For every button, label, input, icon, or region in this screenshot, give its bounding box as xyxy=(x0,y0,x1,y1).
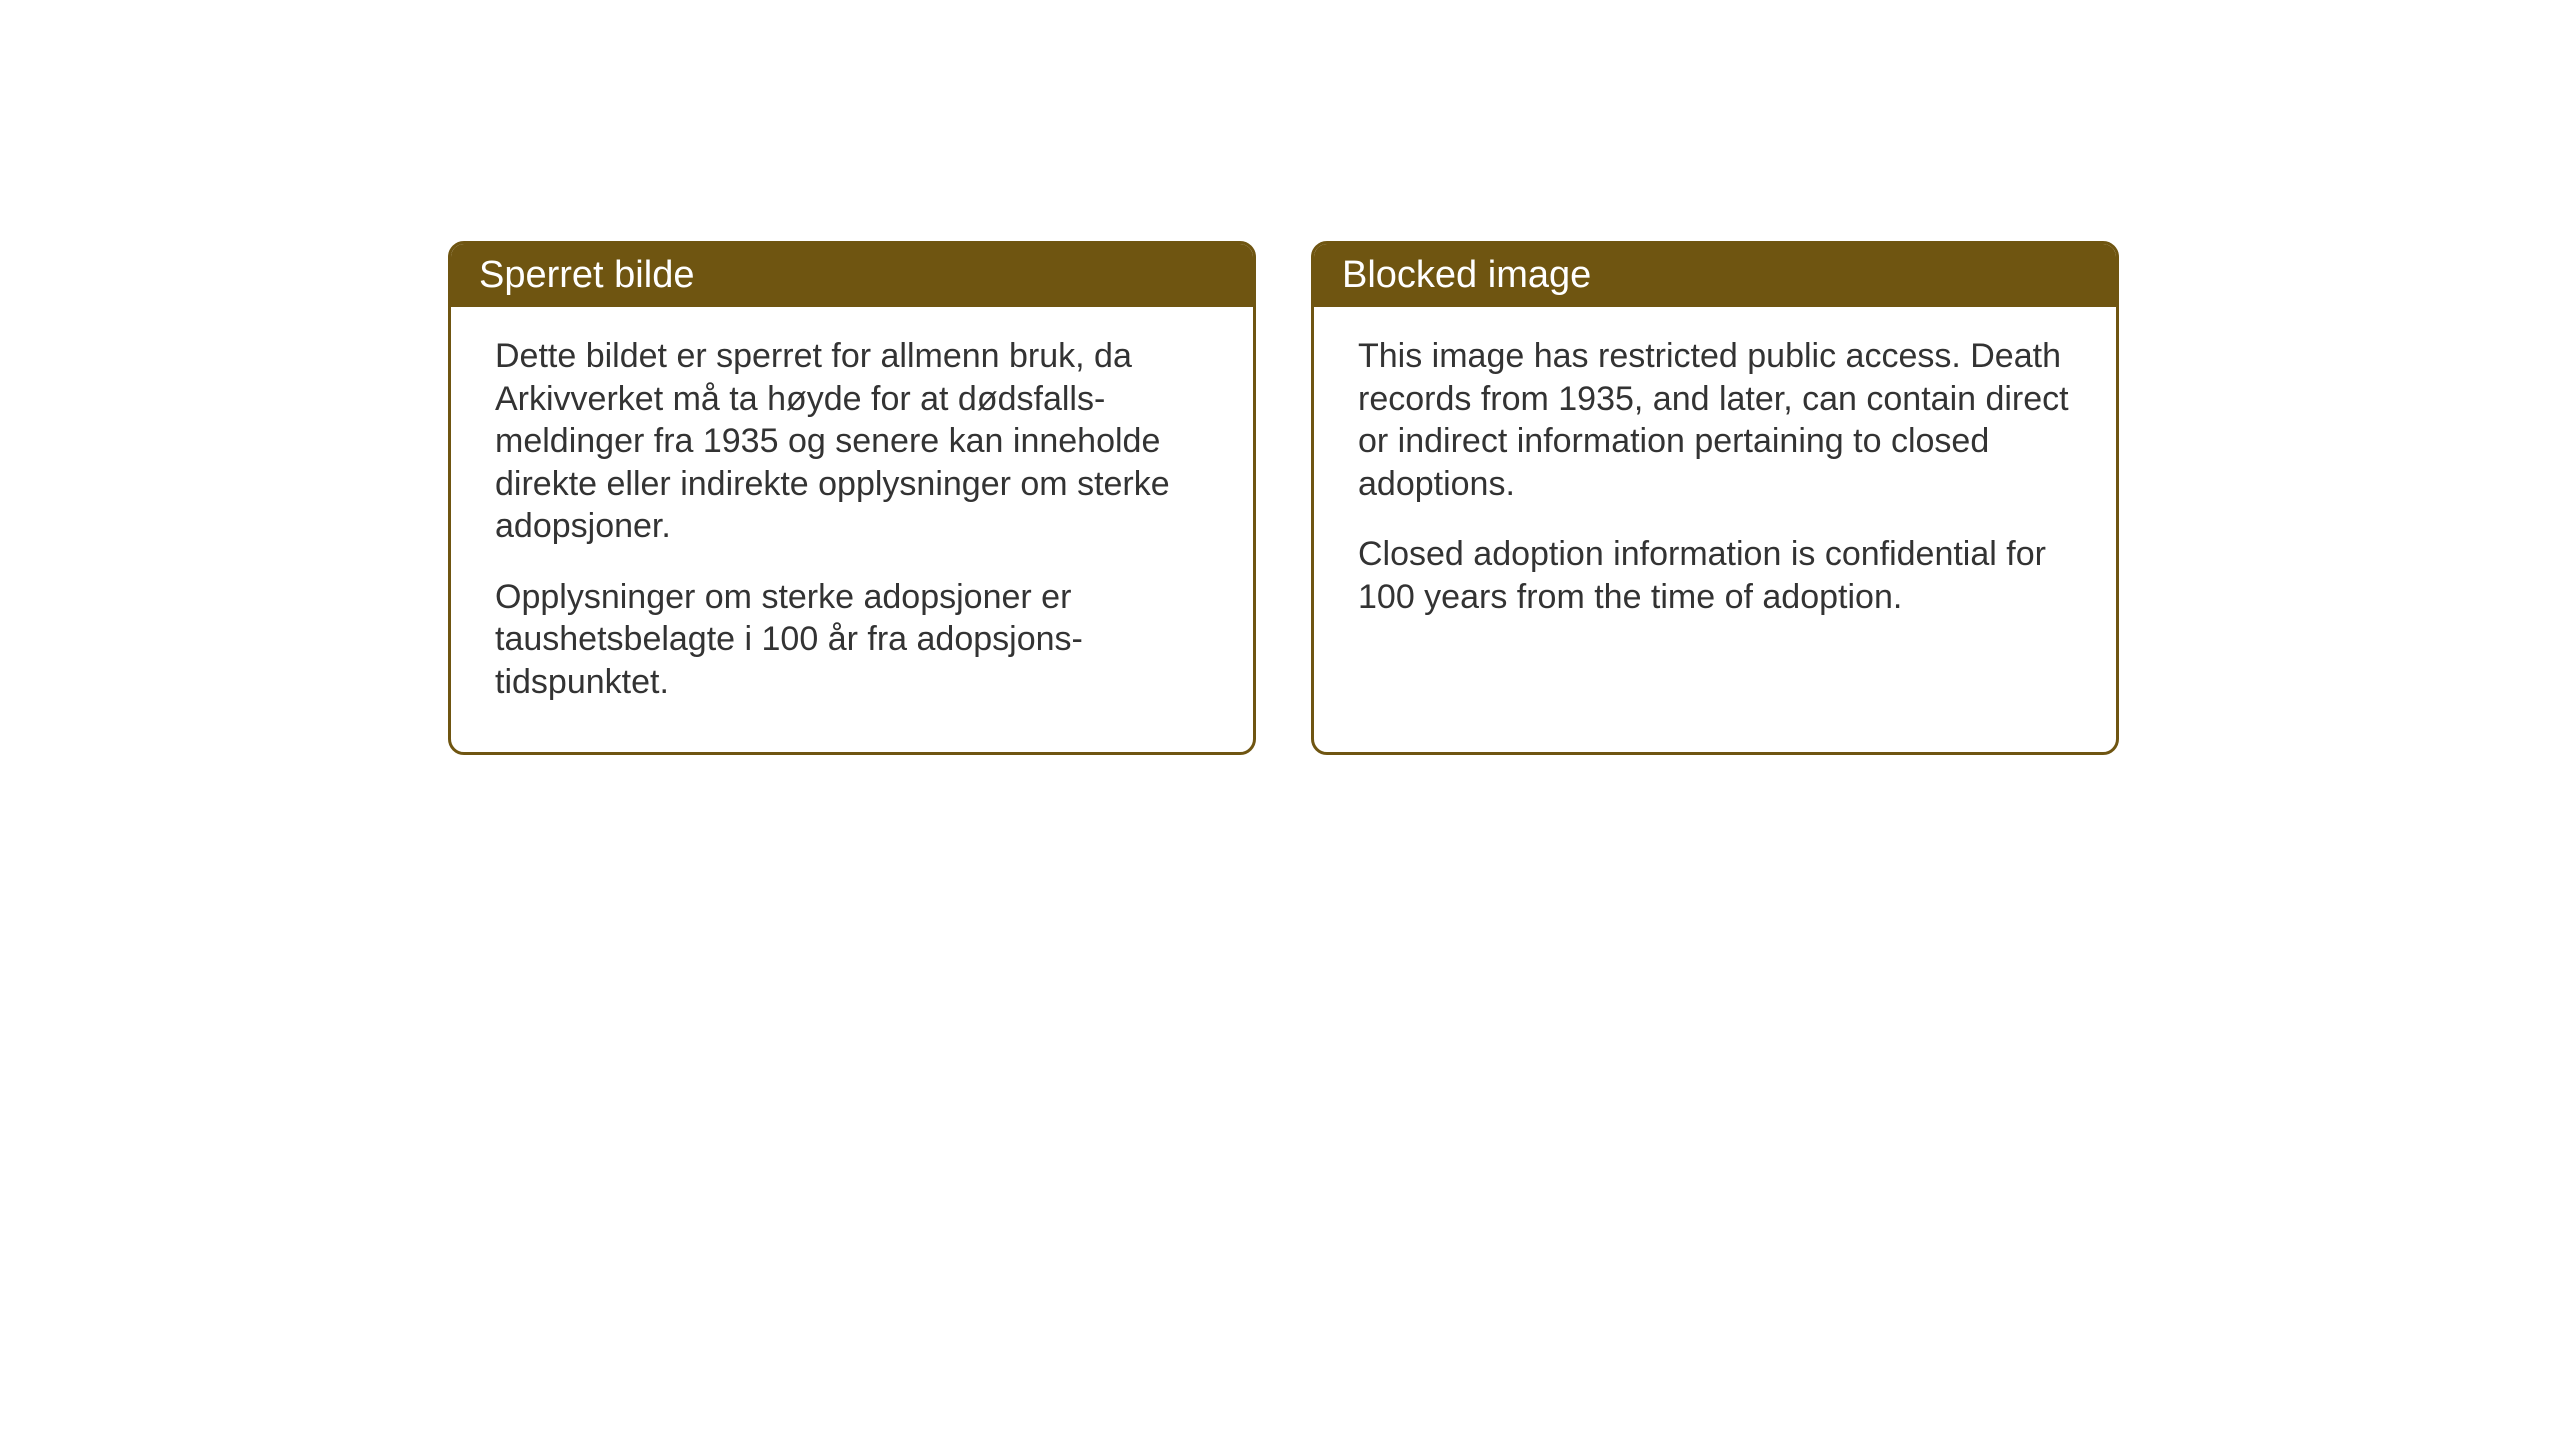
english-card-title: Blocked image xyxy=(1342,254,1591,296)
norwegian-paragraph-2: Opplysninger om sterke adopsjoner er tau… xyxy=(495,576,1209,704)
norwegian-card-title: Sperret bilde xyxy=(479,254,694,296)
english-card-body: This image has restricted public access.… xyxy=(1314,307,2116,658)
english-paragraph-1: This image has restricted public access.… xyxy=(1358,335,2072,505)
english-notice-card: Blocked image This image has restricted … xyxy=(1311,241,2119,755)
norwegian-card-body: Dette bildet er sperret for allmenn bruk… xyxy=(451,307,1253,743)
norwegian-paragraph-1: Dette bildet er sperret for allmenn bruk… xyxy=(495,335,1209,548)
english-paragraph-2: Closed adoption information is confident… xyxy=(1358,533,2072,618)
norwegian-notice-card: Sperret bilde Dette bildet er sperret fo… xyxy=(448,241,1256,755)
notice-container: Sperret bilde Dette bildet er sperret fo… xyxy=(448,241,2119,755)
english-card-header: Blocked image xyxy=(1314,244,2116,307)
norwegian-card-header: Sperret bilde xyxy=(451,244,1253,307)
